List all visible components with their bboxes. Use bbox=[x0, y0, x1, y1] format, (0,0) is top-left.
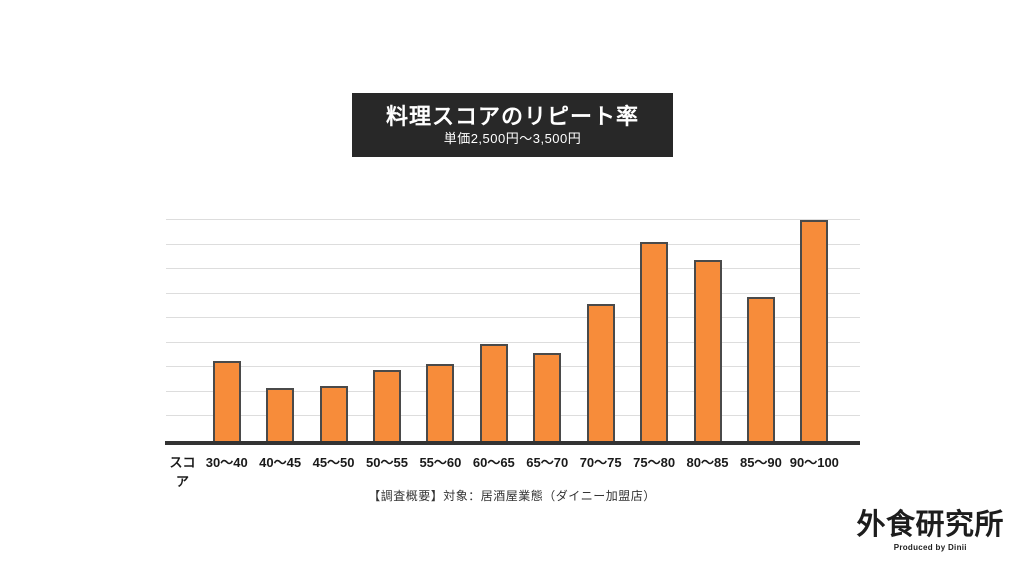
x-axis-category-label: 60〜65 bbox=[472, 455, 515, 470]
brand-logo-tagline: Produced by Dinii bbox=[893, 542, 967, 552]
bar-65〜70 bbox=[533, 352, 562, 441]
bar-75〜80 bbox=[640, 242, 669, 441]
x-axis-category-label: 50〜55 bbox=[366, 455, 408, 470]
bar-80〜85 bbox=[693, 259, 722, 441]
bar-85〜90 bbox=[746, 297, 775, 441]
chart-subtitle: 単価2,500円〜3,500円 bbox=[443, 130, 582, 146]
bar-column-50〜55 bbox=[360, 220, 413, 441]
bar-90〜100 bbox=[800, 220, 829, 441]
bar-column-30〜40 bbox=[200, 220, 253, 441]
bar-column-80〜85 bbox=[681, 220, 734, 441]
gridline bbox=[166, 366, 860, 368]
bar-40〜45 bbox=[266, 387, 295, 441]
x-axis-category-label: 75〜80 bbox=[633, 455, 676, 470]
gridline bbox=[166, 341, 860, 343]
x-axis-title: スコア bbox=[169, 455, 196, 489]
bar-column-85〜90 bbox=[734, 220, 787, 441]
gridline bbox=[166, 292, 860, 294]
x-axis-category-label: 45〜50 bbox=[312, 455, 355, 470]
bar-column-45〜50 bbox=[307, 220, 360, 441]
bar-50〜55 bbox=[372, 370, 401, 441]
x-axis-labels: スコア 30〜40 40〜45 45〜50 50〜55 55〜60 60〜65 65〜70 7… bbox=[165, 445, 860, 489]
survey-footnote: 【調査概要】対象：居酒屋業態（ダイニー加盟店） bbox=[368, 489, 656, 503]
bar-30〜40 bbox=[212, 361, 241, 441]
bar-column-65〜70 bbox=[521, 220, 574, 441]
gridline bbox=[166, 268, 860, 270]
x-axis-category-label: 85〜90 bbox=[739, 455, 782, 470]
gridline bbox=[166, 219, 860, 220]
x-axis-category-label: 30〜40 bbox=[205, 455, 248, 470]
x-axis-category-label: 40〜45 bbox=[259, 455, 302, 470]
bar-column-70〜75 bbox=[574, 220, 627, 441]
bar-55〜60 bbox=[426, 363, 455, 441]
bar-60〜65 bbox=[479, 343, 508, 441]
bars-container bbox=[200, 220, 841, 441]
x-axis-category-label: 70〜75 bbox=[579, 455, 622, 470]
x-axis-category-label: 80〜85 bbox=[686, 455, 729, 470]
gridline bbox=[166, 390, 860, 392]
bar-70〜75 bbox=[586, 303, 615, 441]
bar-45〜50 bbox=[319, 385, 348, 441]
chart-title-box: 料理スコアのリピート率 単価2,500円〜3,500円 bbox=[352, 93, 673, 157]
bar-column-60〜65 bbox=[467, 220, 520, 441]
x-axis-category-label: 90〜100 bbox=[789, 455, 839, 470]
gridline bbox=[166, 243, 860, 245]
plot-area bbox=[165, 219, 860, 445]
bar-column-55〜60 bbox=[414, 220, 467, 441]
brand-logo: 外食研究所 Produced by Dinii bbox=[856, 509, 1004, 552]
chart-title: 料理スコアのリピート率 bbox=[385, 103, 639, 129]
bar-chart: スコア 30〜40 40〜45 45〜50 50〜55 55〜60 60〜65 65〜70 7… bbox=[165, 219, 860, 489]
gridline bbox=[166, 415, 860, 417]
gridline bbox=[166, 317, 860, 319]
bar-column-40〜45 bbox=[253, 220, 306, 441]
bar-column-90〜100 bbox=[788, 220, 841, 441]
x-axis-category-label: 65〜70 bbox=[526, 455, 569, 470]
x-axis-category-label: 55〜60 bbox=[419, 455, 462, 470]
brand-logo-text: 外食研究所 bbox=[856, 509, 1004, 541]
bar-column-75〜80 bbox=[627, 220, 680, 441]
